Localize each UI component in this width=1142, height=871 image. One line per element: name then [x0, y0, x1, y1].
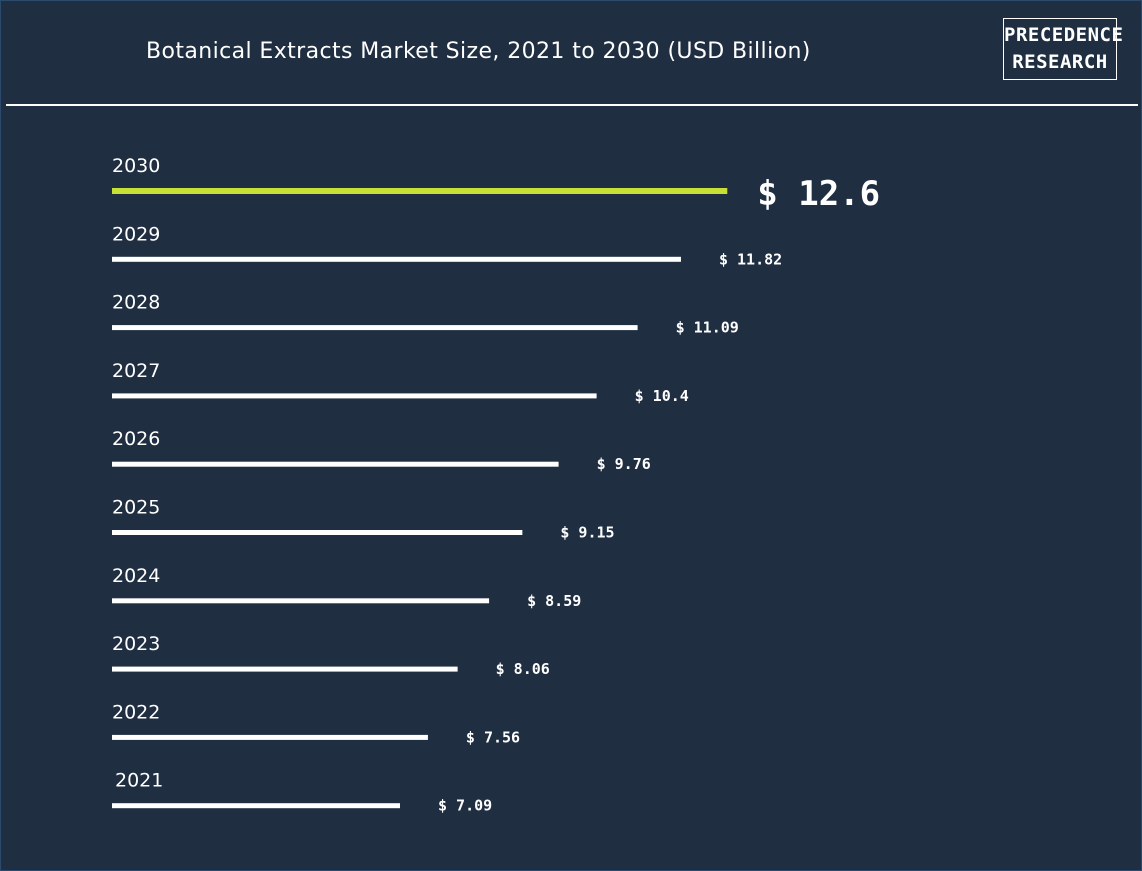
brand-logo: PRECEDENCE RESEARCH	[1003, 18, 1124, 80]
value-label: $ 10.4	[635, 387, 689, 405]
year-label: 2030	[112, 155, 160, 177]
value-label: $ 9.15	[560, 524, 614, 542]
bar-2026	[112, 461, 559, 467]
year-label: 2024	[112, 565, 160, 587]
year-label: 2029	[112, 223, 160, 245]
bar-2027	[112, 393, 597, 399]
value-label: $ 8.06	[496, 660, 550, 678]
value-label: $ 12.6	[757, 174, 880, 214]
year-label: 2021	[115, 770, 163, 792]
value-label: $ 11.09	[676, 319, 739, 337]
header-divider	[6, 104, 1138, 106]
bar-2023	[112, 666, 458, 672]
value-label: $ 8.59	[527, 592, 581, 610]
bar-2030	[112, 188, 728, 194]
logo-line-1: PRECEDENCE	[1004, 24, 1124, 46]
year-label: 2025	[112, 497, 160, 519]
year-label: 2026	[112, 428, 160, 450]
value-label: $ 7.56	[466, 728, 520, 746]
value-label: $ 7.09	[438, 797, 492, 815]
bar-2028	[112, 325, 638, 331]
value-label: $ 9.76	[597, 455, 651, 473]
bar-2021	[112, 803, 400, 809]
bar-2024	[112, 598, 490, 604]
chart-title: Botanical Extracts Market Size, 2021 to …	[146, 39, 811, 64]
bar-2025	[112, 530, 523, 535]
bar-2022	[112, 734, 428, 740]
bar-2029	[112, 256, 681, 262]
year-label: 2022	[112, 701, 160, 723]
year-label: 2023	[112, 633, 160, 655]
year-label: 2028	[112, 292, 160, 314]
logo-line-2: RESEARCH	[1012, 51, 1108, 73]
value-label: $ 11.82	[719, 250, 782, 268]
year-label: 2027	[112, 360, 160, 382]
